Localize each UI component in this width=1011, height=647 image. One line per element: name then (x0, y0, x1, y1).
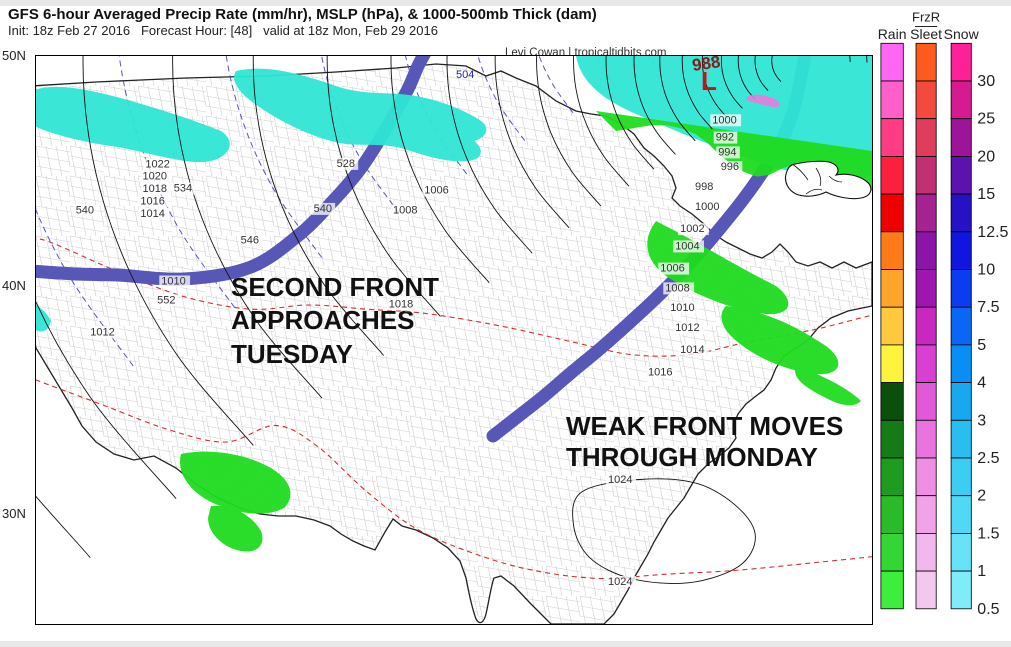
svg-text:1016: 1016 (648, 367, 672, 379)
svg-text:1018: 1018 (389, 299, 413, 311)
svg-text:25: 25 (977, 111, 995, 128)
svg-text:SECOND FRONT: SECOND FRONT (231, 272, 439, 302)
svg-text:2: 2 (977, 488, 986, 505)
svg-text:998: 998 (695, 181, 713, 193)
svg-text:1: 1 (977, 563, 986, 580)
svg-text:1022: 1022 (145, 159, 169, 171)
svg-text:1018: 1018 (143, 183, 167, 195)
svg-text:4: 4 (977, 375, 986, 392)
svg-text:546: 546 (241, 235, 259, 247)
svg-text:1000: 1000 (695, 201, 719, 213)
svg-text:1014: 1014 (680, 344, 704, 356)
svg-text:Sleet: Sleet (910, 26, 942, 42)
svg-text:1012: 1012 (675, 322, 699, 334)
svg-text:10: 10 (977, 262, 995, 279)
svg-text:3: 3 (977, 412, 986, 429)
svg-text:1002: 1002 (680, 223, 704, 235)
svg-text:1024: 1024 (608, 576, 632, 588)
svg-text:Rain: Rain (878, 26, 907, 42)
svg-text:30: 30 (977, 73, 995, 90)
svg-text:1012: 1012 (90, 327, 114, 339)
svg-text:12.5: 12.5 (977, 224, 1008, 241)
svg-text:5: 5 (977, 337, 986, 354)
svg-text:1016: 1016 (140, 195, 164, 207)
svg-text:992: 992 (716, 132, 734, 144)
svg-text:552: 552 (157, 294, 175, 306)
svg-text:1010: 1010 (161, 276, 185, 288)
svg-text:7.5: 7.5 (977, 299, 999, 316)
svg-text:1014: 1014 (140, 208, 164, 220)
svg-text:FrzR: FrzR (912, 10, 940, 25)
svg-text:996: 996 (721, 161, 739, 173)
svg-text:1000: 1000 (712, 114, 736, 126)
svg-text:15: 15 (977, 186, 995, 203)
svg-text:L: L (701, 66, 717, 96)
svg-text:0.5: 0.5 (977, 601, 999, 618)
svg-text:1010: 1010 (670, 302, 694, 314)
svg-text:528: 528 (337, 158, 355, 170)
svg-text:1004: 1004 (675, 240, 699, 252)
svg-text:1008: 1008 (665, 282, 689, 294)
svg-text:1.5: 1.5 (977, 525, 999, 542)
svg-text:534: 534 (174, 183, 192, 195)
svg-text:540: 540 (314, 203, 332, 215)
svg-text:1006: 1006 (424, 185, 448, 197)
svg-text:WEAK FRONT MOVES: WEAK FRONT MOVES (566, 411, 843, 441)
svg-text:1006: 1006 (660, 263, 684, 275)
svg-text:540: 540 (76, 205, 94, 217)
svg-text:2.5: 2.5 (977, 450, 999, 467)
svg-text:994: 994 (718, 146, 736, 158)
svg-text:1008: 1008 (393, 205, 417, 217)
svg-text:1024: 1024 (608, 474, 632, 486)
svg-text:Snow: Snow (944, 26, 980, 42)
svg-text:THROUGH MONDAY: THROUGH MONDAY (566, 442, 818, 472)
svg-text:20: 20 (977, 148, 995, 165)
svg-text:504: 504 (456, 69, 474, 81)
svg-text:1020: 1020 (143, 170, 167, 182)
